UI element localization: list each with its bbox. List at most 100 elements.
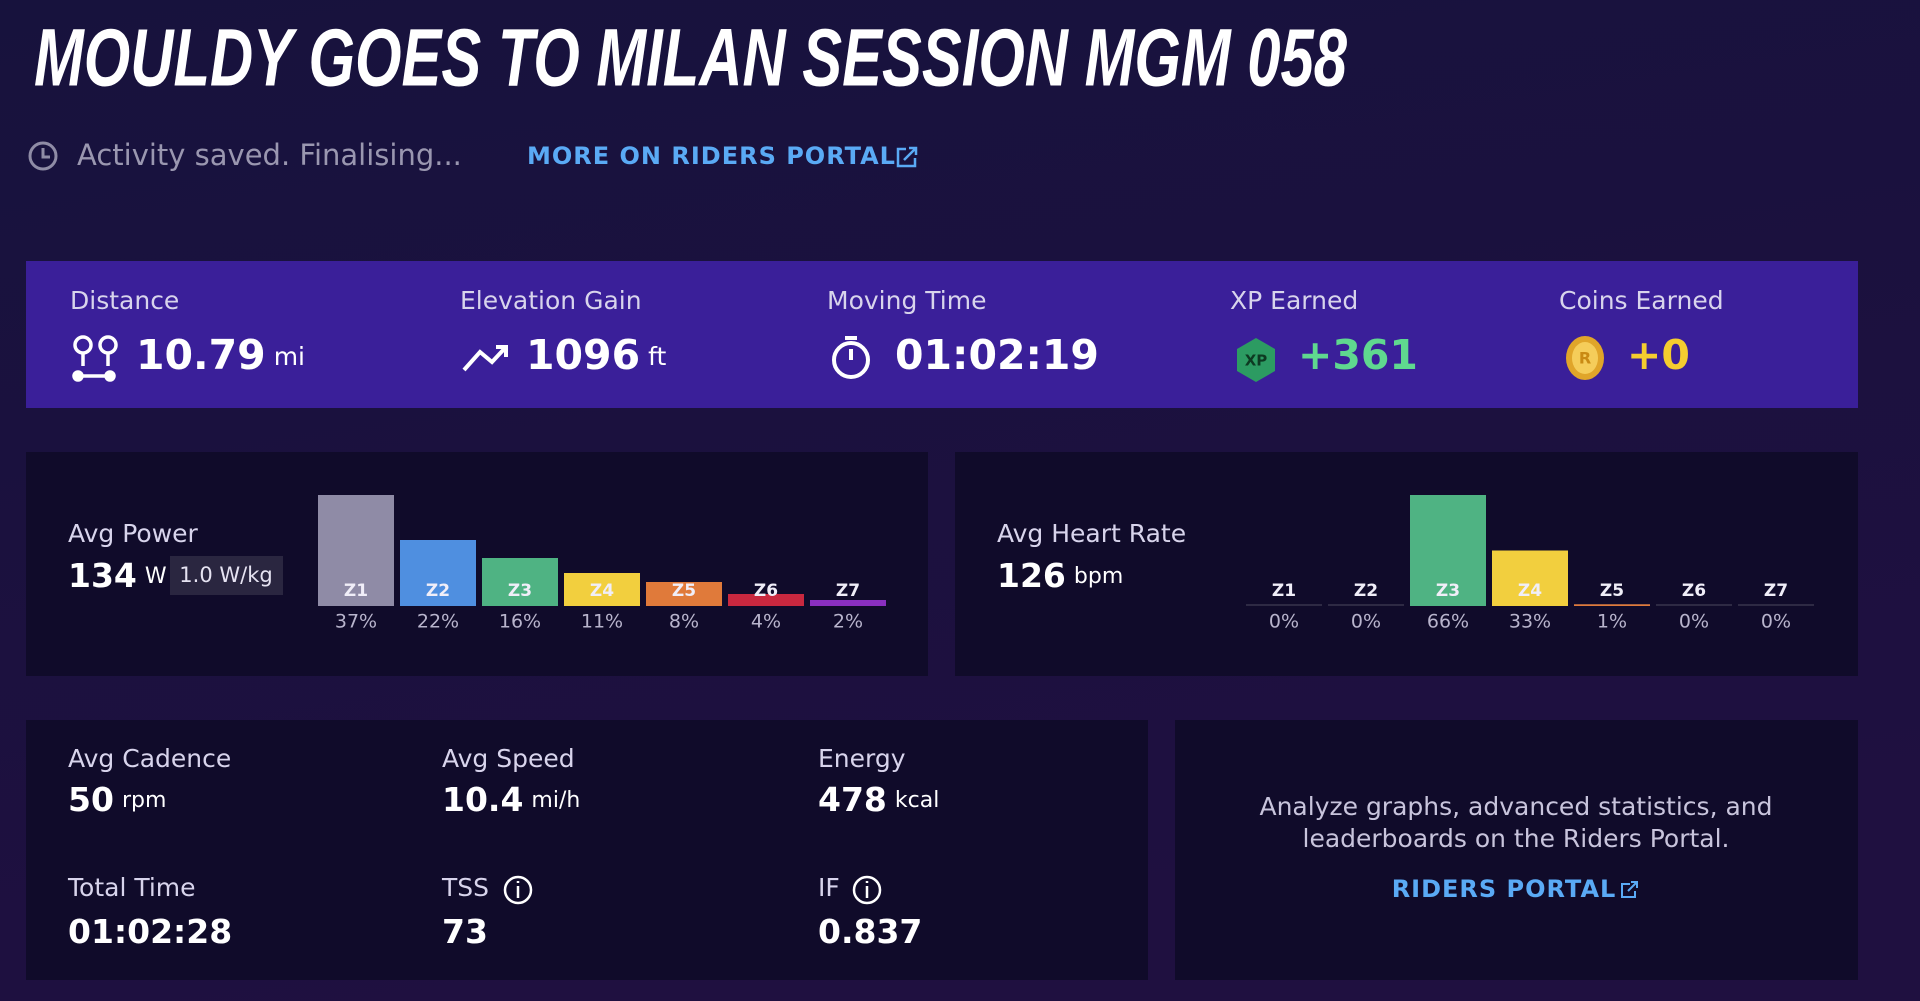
detail-label: Avg Cadence <box>68 744 231 773</box>
coin-icon: R <box>1566 336 1604 380</box>
card-text: leaderboards on the Riders Portal. <box>1303 824 1730 853</box>
detail-value: 01:02:28 <box>68 912 232 951</box>
title: MOULDY GOES TO MILAN SESSION MGM 058 <box>34 13 1347 104</box>
summary-value: +0 <box>1627 331 1690 379</box>
info-icons <box>503 875 882 905</box>
zone-bar <box>318 495 394 606</box>
summary-label: Distance <box>70 286 179 315</box>
hr-number: 126 <box>997 556 1066 595</box>
zone-label: Z3 <box>1436 581 1460 601</box>
summary-number: +0 <box>1627 331 1690 379</box>
power-unit: W <box>145 564 167 589</box>
detail-label: IF <box>818 873 840 902</box>
summary-value: 10.79 mi <box>136 331 305 379</box>
card-link[interactable]: RIDERS PORTAL <box>1392 875 1617 903</box>
portal-link[interactable]: MORE ON RIDERS PORTAL <box>527 142 896 170</box>
detail-label: Energy <box>818 744 906 773</box>
zone-percent: 11% <box>581 611 623 633</box>
detail-number: 01:02:28 <box>68 912 232 951</box>
zone-bar <box>810 600 886 606</box>
zone-bar <box>482 558 558 606</box>
detail-number: 478 <box>818 780 887 819</box>
portal-card <box>1175 720 1858 980</box>
zone-label: Z4 <box>1518 581 1542 601</box>
zone-percent: 0% <box>1761 611 1791 633</box>
zone-percent: 2% <box>833 611 863 633</box>
summary-label: Moving Time <box>827 286 986 315</box>
summary-label: XP Earned <box>1230 286 1358 315</box>
hr-panel <box>955 452 1858 676</box>
zone-bar <box>646 582 722 606</box>
zone-label: Z5 <box>672 581 696 601</box>
summary-number: 1096 <box>526 331 640 379</box>
detail-label: TSS <box>441 873 489 902</box>
zone-bar <box>400 540 476 606</box>
zone-label: Z2 <box>1354 581 1378 601</box>
summary-value: +361 <box>1298 331 1418 379</box>
summary-value: 01:02:19 <box>895 331 1099 379</box>
svg-text:R: R <box>1579 349 1591 368</box>
zone-percent: 0% <box>1351 611 1381 633</box>
zone-label: Z6 <box>1682 581 1706 601</box>
detail-value: 0.837 <box>818 912 922 951</box>
zone-bar <box>1410 495 1486 606</box>
wkg: 1.0 W/kg <box>179 563 272 587</box>
hr-label: Avg Heart Rate <box>997 519 1186 548</box>
detail-label: Avg Speed <box>442 744 575 773</box>
summary-label: Coins Earned <box>1559 286 1724 315</box>
hr-value: 126 bpm <box>997 556 1123 595</box>
clock-icon <box>28 141 58 171</box>
zone-label: Z6 <box>754 581 778 601</box>
hr-unit: bpm <box>1074 564 1123 589</box>
card-link-icon[interactable] <box>1621 881 1638 898</box>
summary-number: 01:02:19 <box>895 331 1099 379</box>
detail-value: 50 rpm <box>68 780 166 819</box>
zone-bar <box>728 594 804 606</box>
summary-number: +361 <box>1298 331 1418 379</box>
zone-percent: 8% <box>669 611 699 633</box>
detail-number: 10.4 <box>442 780 523 819</box>
zone-percent: 22% <box>417 611 459 633</box>
zone-label: Z7 <box>836 581 860 601</box>
zone-bar <box>1574 604 1650 606</box>
summary-label: Elevation Gain <box>460 286 642 315</box>
details-panel <box>26 720 1148 980</box>
zone-label: Z7 <box>1764 581 1788 601</box>
xp-icon: XP <box>1237 338 1275 382</box>
detail-unit: rpm <box>122 788 166 813</box>
elevation-icon <box>462 345 508 372</box>
summary-unit: mi <box>274 342 305 371</box>
timer-icon <box>832 336 870 379</box>
summary-value: 1096 ft <box>526 331 666 379</box>
power-value: 134 W <box>68 556 167 595</box>
zone-percent: 66% <box>1427 611 1469 633</box>
detail-number: 50 <box>68 780 114 819</box>
zone-label: Z4 <box>590 581 614 601</box>
zone-label: Z5 <box>1600 581 1624 601</box>
detail-number: 0.837 <box>818 912 922 951</box>
zone-label: Z1 <box>1272 581 1296 601</box>
zone-percent: 16% <box>499 611 541 633</box>
wkg-badge <box>170 556 283 595</box>
zone-label: Z1 <box>344 581 368 601</box>
zone-label: Z2 <box>426 581 450 601</box>
zone-percent: 0% <box>1679 611 1709 633</box>
detail-value: 10.4 mi/h <box>442 780 580 819</box>
summary-unit: ft <box>648 342 666 371</box>
zone-percent: 33% <box>1509 611 1551 633</box>
power-number: 134 <box>68 556 137 595</box>
zone-percent: 1% <box>1597 611 1627 633</box>
summary-band <box>26 261 1858 408</box>
status: Activity saved. Finalising... <box>77 138 462 172</box>
zone-bar <box>1492 550 1568 606</box>
detail-number: 73 <box>442 912 488 951</box>
zone-label: Z3 <box>508 581 532 601</box>
detail-unit: mi/h <box>531 788 580 813</box>
zone-percent: 37% <box>335 611 377 633</box>
svg-text:XP: XP <box>1245 352 1268 370</box>
external-icon[interactable] <box>896 146 918 168</box>
zone-bar <box>564 573 640 606</box>
card-text: Analyze graphs, advanced statistics, and <box>1259 792 1772 821</box>
